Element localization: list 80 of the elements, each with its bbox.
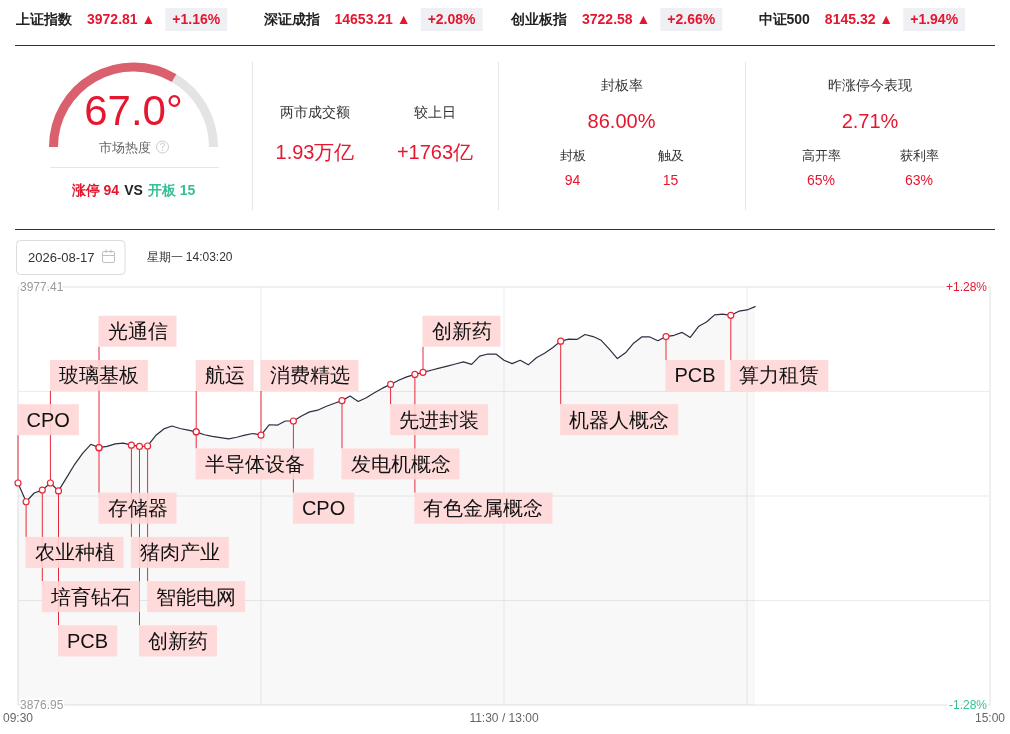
point bbox=[46, 479, 54, 487]
data-label: 农业种植 bbox=[34, 541, 115, 564]
y2-tick-label: -1.28% bbox=[948, 698, 988, 712]
text: 星期一 14:03:20 bbox=[146, 250, 233, 264]
point bbox=[38, 486, 46, 494]
text: 3722.58 ▲ bbox=[582, 11, 651, 27]
text: 两市成交额 bbox=[280, 104, 350, 120]
data-label: 智能电网 bbox=[156, 585, 237, 608]
text: 市场热度 bbox=[98, 139, 151, 155]
point bbox=[289, 417, 297, 425]
text: +2.66% bbox=[667, 11, 716, 27]
point bbox=[144, 442, 152, 450]
data-label: 创新药 bbox=[431, 320, 492, 343]
data-label: 机器人概念 bbox=[569, 408, 670, 431]
text: +2.08% bbox=[427, 11, 477, 27]
data-label: 有色金属概念 bbox=[423, 497, 544, 520]
text: 较上日 bbox=[414, 104, 456, 120]
text: 15 bbox=[662, 172, 679, 188]
x-tick-label: 11:30 / 13:00 bbox=[469, 711, 539, 725]
text: +1.94% bbox=[910, 11, 959, 27]
text: 2.71% bbox=[841, 110, 899, 132]
data-label: CPO bbox=[301, 497, 346, 520]
text: 开板 15 bbox=[146, 182, 196, 198]
text: 高开率 bbox=[801, 147, 841, 163]
text: 2026-08-17 bbox=[28, 249, 95, 265]
point bbox=[54, 487, 63, 495]
text: 8145.32 ▲ bbox=[824, 11, 894, 27]
data-label: 玻璃基板 bbox=[58, 364, 139, 387]
data-label: 算力租赁 bbox=[739, 364, 820, 387]
text: 昨涨停今表现 bbox=[828, 77, 912, 93]
text: 上证指数 bbox=[15, 11, 73, 27]
text: 86.00% bbox=[587, 110, 656, 132]
text: +1763亿 bbox=[396, 141, 474, 163]
text: 创业板指 bbox=[510, 11, 567, 27]
data-label: PCB bbox=[67, 629, 109, 652]
x-tick-label: 15:00 bbox=[974, 711, 1006, 725]
text: 63% bbox=[904, 172, 934, 188]
point bbox=[127, 441, 135, 449]
text: 获利率 bbox=[899, 147, 939, 163]
data-label: 创新药 bbox=[148, 629, 208, 652]
text: +1.16% bbox=[172, 11, 221, 27]
text: 封板率 bbox=[600, 77, 643, 93]
text: VS bbox=[124, 182, 143, 198]
text: 67.0° bbox=[84, 86, 183, 134]
y-tick-label: 3977.41 bbox=[20, 280, 64, 294]
y2-tick-label: +1.28% bbox=[945, 280, 988, 294]
point bbox=[14, 479, 22, 487]
text: 涨停 94 bbox=[70, 182, 120, 198]
data-label: 存储器 bbox=[107, 497, 168, 520]
text: 1.93万亿 bbox=[275, 141, 355, 163]
data-label: 航运 bbox=[204, 364, 245, 387]
text: 触及 bbox=[657, 147, 684, 163]
point bbox=[257, 431, 265, 439]
point bbox=[135, 442, 144, 450]
point bbox=[419, 368, 427, 376]
y-tick-label: 3876.95 bbox=[20, 698, 64, 712]
data-label: 消费精选 bbox=[269, 364, 350, 387]
point bbox=[387, 380, 395, 389]
text: 封板 bbox=[559, 147, 586, 163]
data-label: 半导体设备 bbox=[204, 452, 305, 475]
text: 14653.21 ▲ bbox=[334, 11, 411, 27]
text: 深证成指 bbox=[262, 11, 320, 27]
text: 3972.81 ▲ bbox=[87, 11, 156, 27]
point bbox=[338, 397, 346, 405]
point bbox=[22, 498, 30, 506]
point bbox=[557, 337, 565, 345]
x-tick-label: 09:30 bbox=[2, 711, 34, 725]
point bbox=[727, 311, 735, 319]
text: 中证500 bbox=[758, 11, 811, 27]
point bbox=[662, 332, 670, 341]
text: 65% bbox=[806, 172, 836, 188]
data-label: 光通信 bbox=[107, 320, 168, 343]
point bbox=[411, 370, 419, 379]
data-label: 猪肉产业 bbox=[139, 541, 220, 564]
data-label: 先进封装 bbox=[399, 408, 480, 431]
data-label: 培育钻石 bbox=[49, 585, 131, 608]
data-label: CPO bbox=[26, 408, 70, 431]
text: 94 bbox=[564, 172, 581, 188]
data-label: 发电机概念 bbox=[350, 452, 451, 475]
data-label: PCB bbox=[674, 364, 716, 387]
